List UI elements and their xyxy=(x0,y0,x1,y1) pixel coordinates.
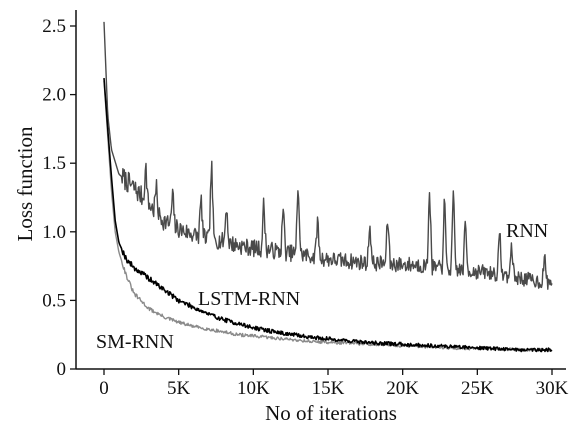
series-labels: RNN LSTM-RNN SM-RNN xyxy=(96,220,548,353)
series-line-lstm-rnn xyxy=(103,78,553,353)
series-line-rnn xyxy=(103,21,553,290)
series-label-lstm-rnn: LSTM-RNN xyxy=(198,288,300,310)
y-tick-label: 0.5 xyxy=(42,290,66,311)
y-tick-label: 2.0 xyxy=(42,85,66,106)
x-tick-label: 15K xyxy=(312,378,345,399)
series-label-rnn: RNN xyxy=(506,220,548,242)
x-tick-label: 10K xyxy=(237,378,270,399)
x-tick-label: 5K xyxy=(167,378,191,399)
y-axis-ticks: 0 0.5 1.0 1.5 2.0 2.5 xyxy=(42,16,76,380)
y-axis-title: Loss function xyxy=(13,126,37,241)
x-tick-label: 25K xyxy=(461,378,494,399)
x-axis-title: No of iterations xyxy=(265,401,397,425)
x-tick-label: 20K xyxy=(386,378,419,399)
x-axis-ticks: 0 5K 10K 15K 20K 25K 30K xyxy=(99,369,569,399)
series-line-sm-rnn xyxy=(103,80,553,352)
y-tick-label: 1.5 xyxy=(42,153,66,174)
x-tick-label: 30K xyxy=(536,378,569,399)
series-label-sm-rnn: SM-RNN xyxy=(96,331,174,353)
plot-area xyxy=(75,10,566,370)
y-tick-label: 2.5 xyxy=(42,16,66,37)
x-tick-label: 0 xyxy=(99,378,109,399)
y-tick-label: 1.0 xyxy=(42,222,66,243)
y-tick-label: 0 xyxy=(57,359,67,380)
